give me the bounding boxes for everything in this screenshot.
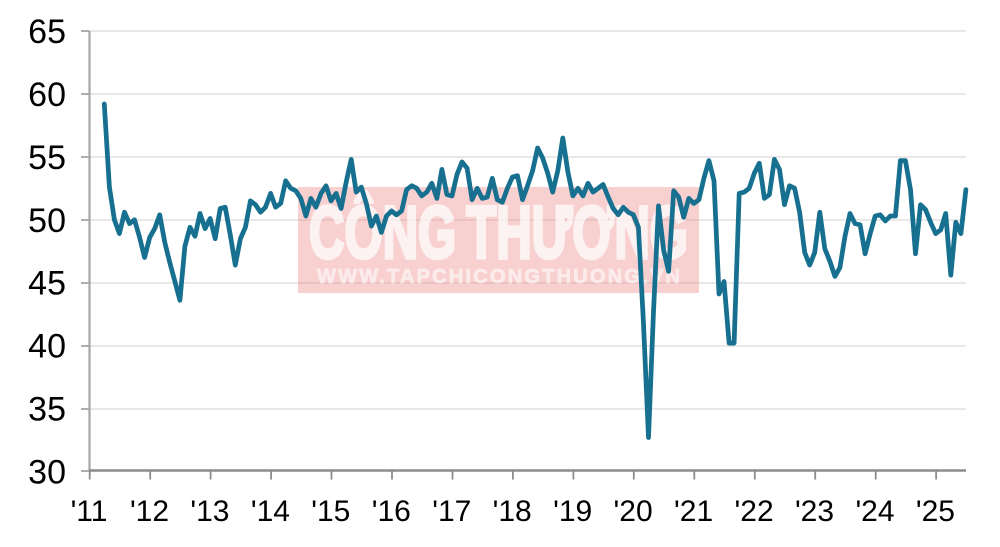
svg-text:'22: '22 bbox=[735, 495, 774, 528]
svg-text:'15: '15 bbox=[311, 495, 350, 528]
svg-text:'11: '11 bbox=[71, 495, 108, 528]
svg-text:45: 45 bbox=[28, 265, 66, 303]
svg-text:55: 55 bbox=[28, 139, 66, 177]
svg-text:CÔNG THƯƠNG: CÔNG THƯƠNG bbox=[309, 191, 688, 274]
svg-text:'23: '23 bbox=[795, 495, 834, 528]
svg-text:'13: '13 bbox=[190, 495, 229, 528]
svg-text:35: 35 bbox=[28, 391, 66, 429]
svg-text:'20: '20 bbox=[614, 495, 653, 528]
svg-text:40: 40 bbox=[28, 328, 66, 366]
svg-text:'17: '17 bbox=[432, 495, 471, 528]
svg-text:'18: '18 bbox=[493, 495, 532, 528]
svg-text:'16: '16 bbox=[372, 495, 411, 528]
svg-text:'19: '19 bbox=[553, 495, 592, 528]
svg-text:50: 50 bbox=[28, 202, 66, 240]
svg-text:WWW.TAPCHICONGTHUONG.VN: WWW.TAPCHICONGTHUONG.VN bbox=[317, 266, 680, 288]
svg-text:'24: '24 bbox=[855, 495, 894, 528]
svg-text:'21: '21 bbox=[674, 495, 713, 528]
svg-text:30: 30 bbox=[28, 454, 66, 492]
svg-text:65: 65 bbox=[28, 13, 66, 51]
svg-text:'14: '14 bbox=[251, 495, 290, 528]
svg-text:'25: '25 bbox=[916, 495, 955, 528]
svg-text:'12: '12 bbox=[130, 495, 169, 528]
svg-text:60: 60 bbox=[28, 76, 66, 114]
